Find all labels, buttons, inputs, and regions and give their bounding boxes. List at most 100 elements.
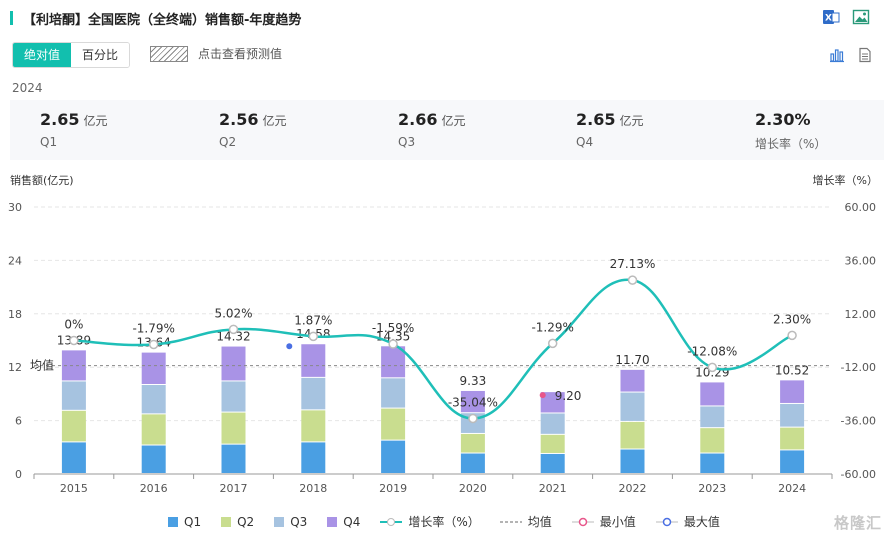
growth-label: -1.29% — [531, 320, 573, 334]
bar-segment-q2 — [221, 412, 246, 444]
y-tick-label-left: 12 — [8, 361, 22, 374]
x-tick-label: 2015 — [60, 482, 88, 495]
legend-item-q2[interactable]: Q2 — [221, 515, 254, 529]
growth-point — [707, 362, 718, 373]
legend-label: 增长率（%） — [408, 515, 480, 529]
percent-button[interactable]: 百分比 — [71, 43, 130, 67]
bar-segment-q3 — [381, 378, 406, 408]
mean-label: 均值 — [30, 358, 54, 373]
document-icon[interactable] — [856, 46, 874, 64]
legend-item-max[interactable]: 最大值 — [655, 513, 720, 530]
growth-point — [148, 339, 159, 350]
summary-value: 2.66 — [398, 110, 438, 129]
page-title: 【利培酮】全国医院（全终端）销售额-年度趋势 — [23, 12, 302, 28]
y-tick-label-left: 18 — [8, 308, 22, 321]
left-axis-title: 销售额(亿元) — [10, 174, 74, 187]
x-tick-label: 2023 — [698, 482, 726, 495]
y-tick-label-right: -36.00 — [841, 415, 876, 428]
bar-segment-q1 — [540, 453, 565, 473]
max-value-marker — [286, 343, 293, 350]
y-tick-label-right: -12.00 — [841, 361, 876, 374]
growth-label: 5.02% — [214, 306, 252, 320]
bar-segment-q1 — [221, 444, 246, 473]
summary-name: 增长率（%） — [755, 137, 827, 151]
total-label: 14.32 — [216, 330, 250, 344]
growth-label: 1.87% — [294, 313, 332, 327]
legend-label: 均值 — [527, 515, 552, 529]
legend-item-min[interactable]: 最小值 — [571, 513, 636, 530]
legend-label: Q4 — [343, 514, 361, 529]
summary-item-q2: 2.56 亿元 Q2 — [219, 110, 287, 149]
total-label: 9.33 — [460, 374, 487, 388]
summary-value: 2.65 — [576, 110, 616, 129]
summary-year: 2024 — [12, 81, 43, 95]
bar-segment-q3 — [620, 392, 645, 421]
growth-label: 27.13% — [610, 257, 656, 271]
growth-label: -12.08% — [687, 344, 737, 358]
growth-label: -1.59% — [372, 321, 414, 335]
hatch-pattern-icon — [150, 45, 188, 62]
x-tick-label: 2016 — [140, 482, 168, 495]
growth-label: 0% — [64, 318, 83, 332]
x-tick-label: 2017 — [220, 482, 248, 495]
image-export-icon[interactable] — [852, 8, 870, 26]
bar-segment-q1 — [620, 449, 645, 473]
legend-max-marker — [655, 517, 678, 526]
summary-value: 2.56 — [219, 110, 259, 129]
bar-segment-q3 — [780, 403, 805, 427]
bar-segment-q1 — [141, 445, 166, 473]
summary-panel: 2.65 亿元 Q1 2.56 亿元 Q2 2.66 亿元 Q3 2.65 亿元 Q4 … — [10, 100, 884, 160]
bar-segment-q1 — [700, 453, 725, 473]
bar-segment-q1 — [381, 440, 406, 473]
growth-label: -35.04% — [448, 395, 498, 409]
bar-segment-q4 — [381, 346, 406, 378]
legend-item-q3[interactable]: Q3 — [274, 515, 307, 529]
bar-chart-icon[interactable] — [828, 46, 846, 64]
legend-item-mean[interactable]: 均值 — [499, 513, 552, 530]
bar-segment-q3 — [61, 381, 86, 410]
legend-label: 最大值 — [683, 515, 720, 529]
y-tick-label-left: 0 — [15, 468, 22, 481]
bar-segment-q2 — [301, 410, 326, 442]
bar-segment-q4 — [700, 382, 725, 406]
legend-item-q1[interactable]: Q1 — [168, 515, 201, 529]
excel-export-icon[interactable]: X — [822, 8, 840, 26]
y-tick-label-right: 12.00 — [845, 308, 877, 321]
bar-segment-q3 — [301, 377, 326, 410]
bar-segment-q1 — [61, 442, 86, 473]
legend-item-growth[interactable]: 增长率（%） — [380, 513, 480, 530]
view-tools — [828, 46, 874, 64]
y-tick-label-left: 24 — [8, 254, 22, 267]
bar-segment-q3 — [221, 381, 246, 412]
y-tick-label-right: 60.00 — [845, 201, 877, 214]
growth-point — [787, 330, 797, 341]
bar-segment-q3 — [540, 413, 565, 434]
sales-chart: 0 -60.00 6 -36.00 12 -12.00 18 12.00 24 36.00 30 60… — [8, 201, 877, 495]
bar-segment-q4 — [620, 369, 645, 392]
bar-segment-q4 — [141, 352, 166, 384]
bar-segment-q3 — [141, 385, 166, 414]
x-tick-label: 2022 — [619, 482, 647, 495]
legend-item-q4[interactable]: Q4 — [327, 515, 360, 529]
summary-item-growth: 2.30% 增长率（%） — [755, 110, 826, 152]
title-accent-bar — [10, 11, 13, 25]
summary-unit: 亿元 — [441, 114, 466, 128]
top-icons: X — [822, 8, 870, 26]
total-label: 10.52 — [775, 363, 809, 377]
summary-name: Q2 — [219, 135, 237, 149]
growth-point — [69, 335, 79, 346]
y-tick-label-right: -60.00 — [841, 468, 876, 481]
x-tick-label: 2019 — [379, 482, 407, 495]
absolute-value-button[interactable]: 绝对值 — [13, 43, 72, 67]
bar-segment-q4 — [221, 346, 246, 381]
forecast-toggle[interactable]: 点击查看预测值 — [150, 45, 282, 62]
legend-label: Q2 — [237, 514, 255, 529]
chart-legend: Q1 Q2 Q3 Q4 增长率（%） 均值 最小值 最大值 — [168, 513, 740, 530]
total-label: 9.20 — [555, 389, 582, 403]
bar-segment-q4 — [460, 390, 485, 413]
y-tick-label-right: 36.00 — [845, 254, 877, 267]
legend-swatch — [168, 516, 178, 527]
legend-label: Q1 — [184, 514, 202, 529]
growth-point — [388, 339, 398, 349]
growth-point — [627, 275, 638, 285]
